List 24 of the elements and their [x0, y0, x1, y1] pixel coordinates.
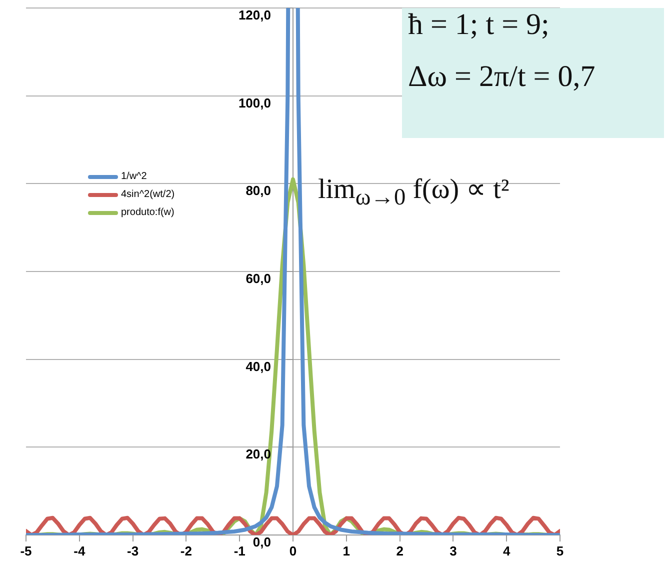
x-tick-label: 2	[396, 543, 404, 558]
y-tick-label: 60,0	[246, 271, 271, 286]
x-tick-label: -5	[20, 543, 32, 558]
x-tick-label: -3	[127, 543, 139, 558]
text-box: ħ = 1; t = 9; Δω = 2π/t = 0,7	[402, 8, 664, 138]
annotation: Δω = 2π/t = 0,7	[408, 60, 596, 94]
x-tick-label: -2	[180, 543, 192, 558]
y-tick-label: 0,0	[252, 534, 271, 550]
y-tick-label: 80,0	[246, 183, 271, 198]
legend-label: 4sin^2(wt/2)	[121, 188, 175, 202]
x-tick-label: 4	[502, 543, 511, 558]
x-tick-label: 1	[342, 543, 350, 558]
annotation: ħ = 1; t = 9;	[408, 8, 550, 42]
y-tick-label: 120,0	[238, 8, 271, 23]
y-tick-label: 100,0	[238, 95, 271, 110]
x-tick-label: 3	[450, 543, 457, 558]
legend-label: 1/w^2	[121, 170, 147, 184]
x-tick-label: 0	[289, 543, 297, 558]
annotation: lim$_{ω→0}$ f(ω) ∝ t²	[318, 173, 510, 212]
x-tick-label: 5	[556, 543, 564, 558]
x-tick-label: -1	[234, 543, 246, 558]
x-tick-label: -4	[74, 543, 86, 558]
legend-label: produto:f(w)	[121, 206, 174, 220]
y-tick-label: 40,0	[246, 358, 271, 374]
